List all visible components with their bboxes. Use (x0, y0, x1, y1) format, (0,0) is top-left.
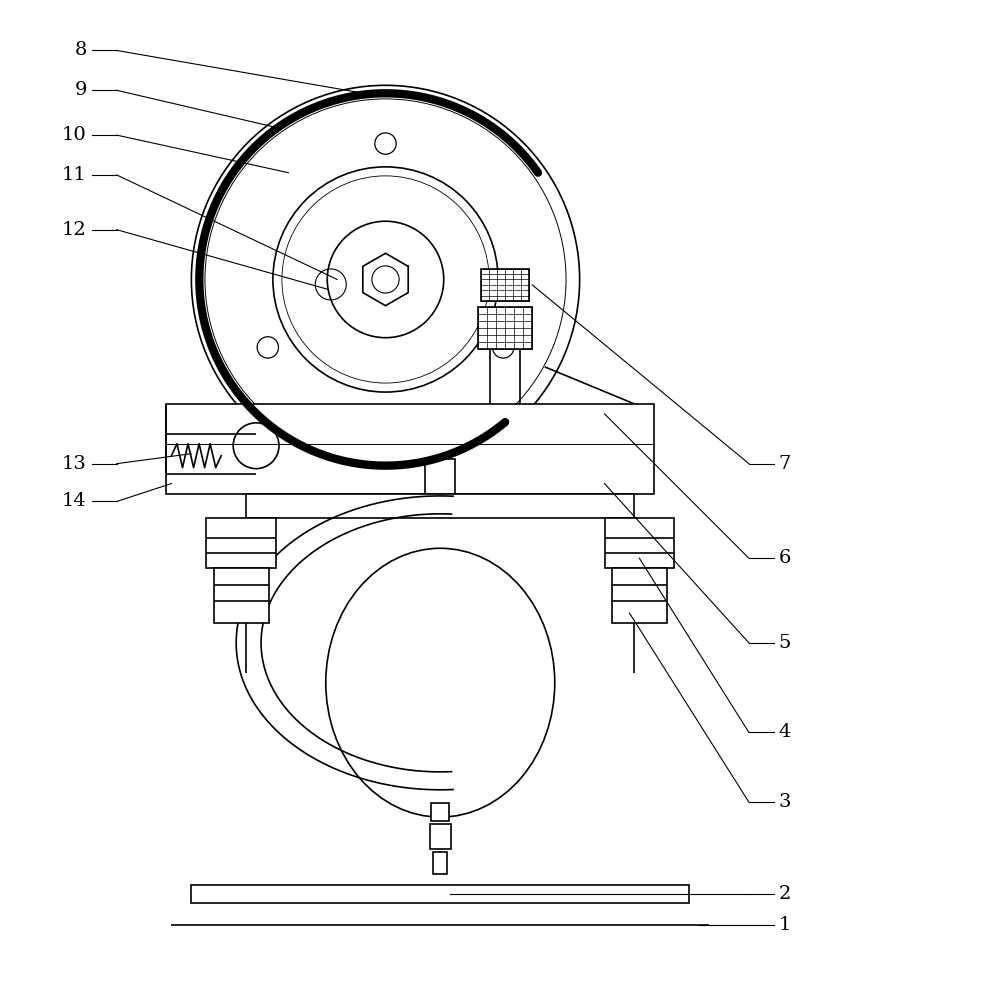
Text: 3: 3 (779, 794, 791, 812)
Text: 9: 9 (74, 82, 87, 100)
Bar (612, 568, 667, 623)
Text: 8: 8 (74, 42, 87, 60)
Bar (433, 852, 447, 873)
Bar (166, 404, 654, 494)
Text: 11: 11 (62, 166, 87, 183)
Text: 1: 1 (779, 915, 791, 933)
Bar (481, 268, 529, 301)
Bar (214, 568, 269, 623)
Text: 4: 4 (779, 724, 791, 742)
Bar (478, 307, 532, 349)
Text: 6: 6 (779, 549, 791, 567)
Text: 2: 2 (779, 884, 791, 902)
Bar (430, 824, 451, 849)
Text: 5: 5 (779, 634, 791, 652)
Text: 10: 10 (62, 126, 87, 145)
Text: 7: 7 (779, 455, 791, 473)
Text: 12: 12 (62, 220, 87, 238)
Bar (246, 494, 634, 518)
Bar (605, 518, 674, 568)
Text: 14: 14 (62, 493, 87, 510)
Bar (191, 884, 689, 902)
Text: 13: 13 (62, 455, 87, 473)
Bar (431, 804, 449, 822)
Bar (425, 459, 455, 494)
Bar (206, 518, 276, 568)
